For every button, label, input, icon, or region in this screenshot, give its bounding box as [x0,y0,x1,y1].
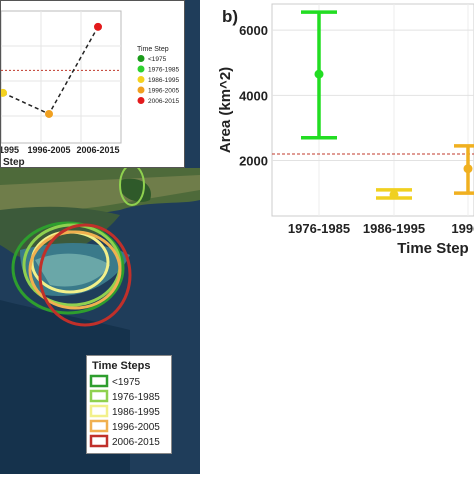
inset-legend-swatch [137,55,145,62]
b-y-tick-label: 4000 [239,88,268,103]
inset-legend-swatch [137,65,145,73]
inset-legend-label: 2006-2015 [148,98,179,105]
inset-legend-label: <1975 [148,56,167,63]
panel-b-label: b) [222,7,238,26]
map-legend-label: <1975 [112,377,141,388]
inset-line-chart: 1995 1996-2005 2006-2015 Step Time Step <1975… [0,0,185,168]
inset-legend-title: Time Step [137,46,169,53]
map-legend-label: 1996-2005 [112,422,160,433]
inset-legend-label: 1976-1985 [148,67,179,74]
map-legend: Time Steps <1975 1976-1985 1986-1995 1996-20… [86,355,172,454]
map-legend-swatch [89,374,109,388]
map-legend-swatch [89,404,109,418]
panel-b-chart: b) 2000 4000 6000 1976-1985 1986-1995 1996- Tim… [200,0,474,474]
inset-legend-swatch [137,76,145,83]
map-legend-swatch [89,419,109,433]
inset-data-point [0,88,7,97]
b-y-tick-label: 6000 [239,23,268,38]
polygon-pre1975 [11,221,125,315]
inset-data-point [45,109,53,118]
inset-x-tick-label: 1996-2005 [27,145,70,155]
inset-x-tick-label: 1995 [1,145,19,155]
b-x-tick-label: 1976-1985 [288,221,350,236]
b-mean-point [389,190,399,200]
polygon-2006-2015 [38,223,132,327]
map-legend-label: 1986-1995 [112,407,160,418]
map-legend-label: 2006-2015 [112,437,160,448]
inset-legend-label: 1986-1995 [148,77,179,84]
map-legend-title: Time Steps [92,360,151,372]
inset-legend-swatch [137,97,145,104]
b-x-tick-label: 1996- [451,221,474,236]
inset-x-tick-label: 2006-2015 [76,145,119,155]
b-y-axis-label: Area (km^2) [217,67,234,153]
map-legend-swatch [89,434,109,448]
b-mean-point [314,69,324,79]
b-plot-area [271,3,474,217]
map-legend-label: 1976-1985 [112,392,160,403]
b-y-tick-label: 2000 [239,154,268,169]
inset-plot-area [0,10,122,144]
inset-x-axis-label: Step [3,157,25,167]
polygon-1996-2005 [28,230,122,310]
b-mean-point [463,164,473,174]
b-x-axis-label: Time Step [397,240,468,257]
inset-legend-label: 1996-2005 [148,88,179,95]
map-legend-swatch [89,389,109,403]
b-x-tick-label: 1986-1995 [363,221,425,236]
inset-data-point [94,22,102,31]
inset-legend-swatch [137,86,145,94]
